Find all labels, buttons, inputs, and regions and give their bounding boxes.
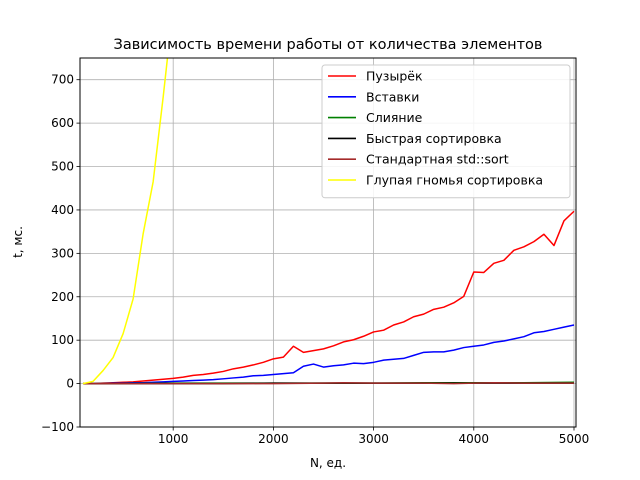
x-tick-label: 2000: [258, 432, 289, 446]
y-tick-label: 300: [51, 246, 74, 260]
y-tick-label: 500: [51, 160, 74, 174]
y-tick-label: 200: [51, 290, 74, 304]
y-tick-label: −100: [41, 420, 74, 434]
y-tick-label: 400: [51, 203, 74, 217]
x-tick-label: 1000: [158, 432, 189, 446]
legend-label: Слияние: [366, 110, 423, 125]
x-axis-ticks: 1000 2000 3000 4000 5000: [158, 427, 589, 446]
y-axis-ticks: −100 0 100 200 300 400 500 600 700: [41, 73, 80, 434]
legend-box: [321, 64, 571, 199]
series-group: [82, 58, 575, 385]
legend-label: Вставки: [366, 89, 419, 104]
legend-label: Быстрая сортировка: [366, 131, 502, 146]
y-axis-label: t, мс.: [11, 226, 25, 258]
series-line-5: [82, 58, 169, 385]
y-tick-label: 600: [51, 116, 74, 130]
y-tick-label: 0: [66, 377, 74, 391]
x-tick-label: 3000: [358, 432, 389, 446]
legend-label: Глупая гномья сортировка: [366, 173, 543, 188]
y-tick-label: 100: [51, 333, 74, 347]
x-axis-label: N, ед.: [310, 456, 346, 470]
legend-label: Стандартная std::sort: [366, 152, 509, 167]
legend: Пузырёк Вставки Слияние Быстрая сортировка С…: [321, 64, 571, 199]
series-line-0: [83, 210, 575, 385]
x-tick-label: 4000: [459, 432, 490, 446]
y-tick-label: 700: [51, 73, 74, 87]
chart-title: Зависимость времени работы от количества…: [114, 37, 543, 53]
series-line-1: [83, 324, 575, 385]
plot-frame: [79, 57, 577, 428]
legend-label: Пузырёк: [366, 69, 423, 84]
x-tick-label: 5000: [559, 432, 590, 446]
series-line-4: [83, 381, 574, 385]
